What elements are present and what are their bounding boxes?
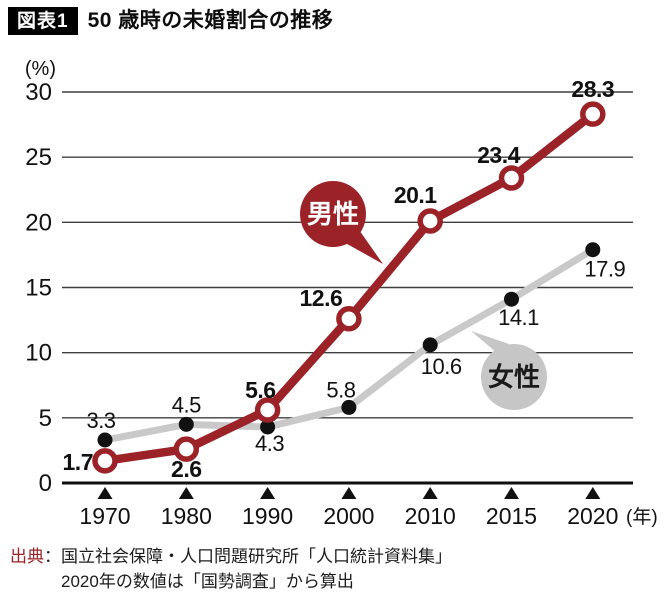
x-tick-label: 2020: [567, 503, 618, 529]
female-bubble: [481, 344, 547, 410]
male-point-1980: [173, 436, 200, 462]
male-point-1990: [254, 397, 281, 423]
x-tick-triangle-icon: [422, 487, 438, 499]
y-tick-label: 15: [25, 275, 52, 302]
figure-header: 図表1 50 歳時の未婚割合の推移: [8, 7, 333, 35]
male-point-2000: [336, 306, 362, 332]
x-tick-label: 1970: [79, 503, 130, 529]
x-tick-label: 2015: [486, 503, 537, 529]
source-lines: ：国立社会保障・人口問題研究所「人口統計資料集」 2020年の数値は「国勢調査」…: [44, 544, 452, 594]
female-point-2020: [585, 242, 601, 258]
male-value-label: 28.3: [571, 76, 614, 102]
male-value-label: 20.1: [394, 182, 437, 208]
male-point-2020: [580, 101, 606, 127]
male-point-2015: [498, 165, 525, 191]
y-tick-label: 20: [25, 209, 52, 236]
male-value-label: 12.6: [300, 285, 343, 311]
female-point-1990: [260, 419, 276, 435]
male-value-label: 23.4: [477, 142, 520, 168]
male-value-label: 2.6: [171, 456, 201, 482]
female-value-label: 14.1: [498, 305, 539, 330]
male-point-2010: [417, 208, 443, 234]
y-tick-label: 0: [39, 470, 52, 497]
x-tick-label: 2010: [405, 503, 456, 529]
male-bubble-label: 男性: [307, 199, 359, 229]
female-value-label: 4.3: [255, 431, 284, 456]
figure-number-badge: 図表1: [8, 7, 78, 35]
source-prefix: 出典: [10, 547, 44, 566]
y-tick-label: 30: [25, 79, 52, 106]
male-value-label: 5.6: [245, 377, 275, 403]
female-point-2000: [341, 399, 357, 415]
x-tick-label: 1990: [242, 503, 293, 529]
x-axis-unit-label: (年): [626, 506, 658, 528]
female-point-1970: [97, 432, 113, 448]
figure-title: 50 歳時の未婚割合の推移: [87, 9, 334, 32]
x-tick-triangle-icon: [341, 487, 357, 499]
female-value-label: 10.6: [421, 354, 462, 379]
female-point-2010: [422, 337, 438, 353]
x-tick-triangle-icon: [585, 487, 601, 499]
source-line-2: 2020年の数値は「国勢調査」から算出: [61, 572, 354, 591]
y-tick-label: 25: [25, 144, 52, 171]
x-tick-label: 2000: [323, 503, 374, 529]
x-tick-triangle-icon: [260, 487, 276, 499]
female-bubble-label: 女性: [488, 362, 540, 392]
female-point-2015: [504, 291, 519, 307]
y-axis-unit-label: (%): [25, 58, 56, 80]
source-line-1: ：国立社会保障・人口問題研究所「人口統計資料集」: [44, 547, 452, 566]
y-tick-label: 5: [39, 405, 52, 432]
x-tick-triangle-icon: [504, 487, 519, 499]
female-point-1980: [178, 416, 194, 432]
source-note: 出典 ：国立社会保障・人口問題研究所「人口統計資料集」 2020年の数値は「国勢…: [10, 544, 452, 594]
male-bubble: [300, 181, 366, 247]
male-point-1970: [92, 448, 118, 474]
female-value-label: 17.9: [584, 257, 625, 282]
x-tick-triangle-icon: [178, 487, 194, 499]
female-value-label: 5.8: [326, 377, 355, 402]
x-tick-label: 1980: [161, 503, 212, 529]
y-tick-label: 10: [25, 340, 52, 367]
x-tick-triangle-icon: [97, 487, 113, 499]
female-value-label: 3.3: [86, 408, 115, 433]
female-value-label: 4.5: [172, 392, 201, 417]
male-value-label: 1.7: [63, 449, 93, 475]
